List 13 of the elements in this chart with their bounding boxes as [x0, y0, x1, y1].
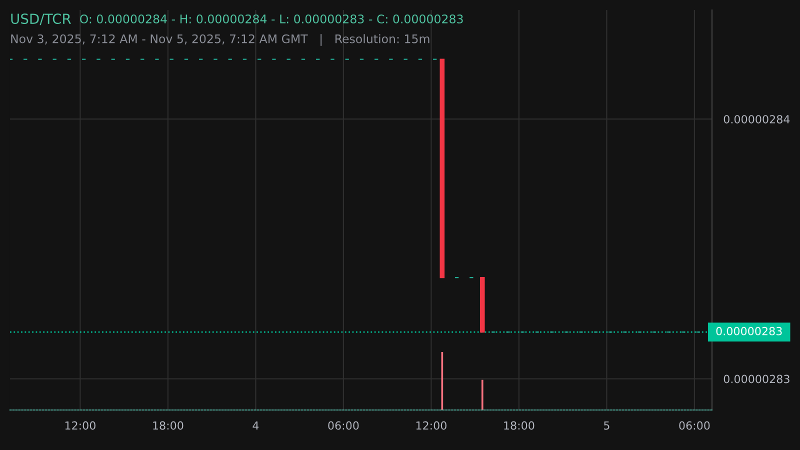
annotation: O: 0.00000284 - H: 0.00000284 - L: 0.00000283 - C: 0.00000283: [80, 14, 463, 24]
x-tick-label: 18:00: [504, 421, 534, 430]
x-tick-label: 18:00: [153, 421, 184, 430]
x-tick-label: 5: [604, 421, 610, 430]
x-tick-label: 06:00: [679, 421, 710, 430]
x-tick-label: 06:00: [328, 421, 359, 430]
ref-line-label: 0.00000283: [716, 326, 782, 336]
y-tick-label: 0.00000284: [724, 115, 790, 124]
x-tick-label: 12:00: [416, 421, 446, 430]
chart-title: USD/TCR: [11, 14, 71, 26]
x-tick-label: 12:00: [65, 421, 96, 430]
x-tick-label: 4: [252, 421, 259, 430]
text: Nov 3, 2025, 7:12 AM - Nov 5, 2025, 7:12 AM GMT | Resolution: 15m: [11, 34, 430, 46]
